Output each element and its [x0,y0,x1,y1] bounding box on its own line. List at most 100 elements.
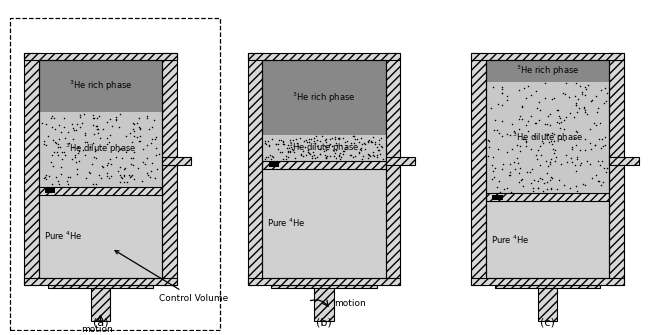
Point [520,136,531,142]
Point [54,137,65,142]
Point [95,175,106,181]
Point [535,143,546,149]
Point [133,124,144,130]
Point [533,185,544,190]
Point [297,148,308,153]
Point [507,122,518,127]
Point [598,179,608,185]
Point [346,152,356,158]
Point [593,158,603,164]
Point [512,142,522,147]
Point [356,141,367,147]
Point [47,163,58,169]
Point [375,137,385,143]
Point [583,82,593,87]
Point [585,161,596,167]
Point [360,146,370,151]
Text: $^3$He dilute phase: $^3$He dilute phase [65,142,136,156]
Point [549,132,559,137]
Point [52,142,63,147]
Point [124,174,135,180]
Point [341,144,351,149]
Point [305,136,316,141]
Point [304,140,314,145]
Point [319,137,330,143]
Point [119,179,129,184]
Point [69,127,80,133]
Point [547,142,557,147]
Point [548,150,559,155]
Bar [486,60,610,277]
Point [567,146,577,152]
Point [526,113,536,119]
Point [43,174,54,179]
Point [363,155,373,161]
Point [305,152,315,157]
Point [540,121,550,126]
Point [518,183,528,189]
Point [279,141,289,147]
Point [587,175,597,181]
Point [543,113,553,118]
Point [270,141,281,147]
Point [126,161,136,166]
Point [580,137,590,142]
Point [121,149,132,154]
Point [138,146,148,152]
Point [89,155,100,160]
Point [38,176,49,181]
Bar [25,53,39,285]
Point [531,88,541,94]
Point [87,161,98,166]
Point [485,106,496,111]
Point [523,118,533,124]
Point [124,173,135,178]
Point [51,174,62,179]
Point [335,156,345,161]
Point [505,170,515,175]
Point [266,136,277,142]
Point [540,158,551,163]
Point [521,95,531,100]
Bar [262,60,386,277]
Point [527,188,538,194]
Point [260,138,270,143]
Point [535,162,545,168]
Point [544,139,555,144]
Text: Control Volume: Control Volume [115,251,228,303]
Point [128,129,139,134]
Text: Pure $^4$He: Pure $^4$He [44,230,82,243]
Point [336,142,346,148]
Point [63,129,73,135]
Point [325,141,336,146]
Point [80,132,90,138]
Bar [609,157,639,164]
Point [336,155,346,160]
Point [285,148,295,153]
Point [334,137,345,142]
Point [575,147,586,152]
Point [129,134,139,139]
Text: motion: motion [82,325,113,334]
Point [489,174,500,180]
Point [87,181,98,187]
Point [334,154,344,159]
Point [552,108,562,113]
Point [335,151,345,156]
Point [60,152,71,158]
Point [292,140,302,145]
Point [277,156,288,161]
Bar [262,160,386,169]
Point [489,117,500,122]
Point [545,161,555,167]
Point [263,139,273,144]
Point [115,146,125,151]
Point [126,172,137,178]
Point [340,139,350,145]
Point [264,143,274,149]
Point [551,186,562,192]
Point [572,129,582,134]
Point [551,154,561,160]
Point [329,153,339,158]
Point [89,131,99,136]
